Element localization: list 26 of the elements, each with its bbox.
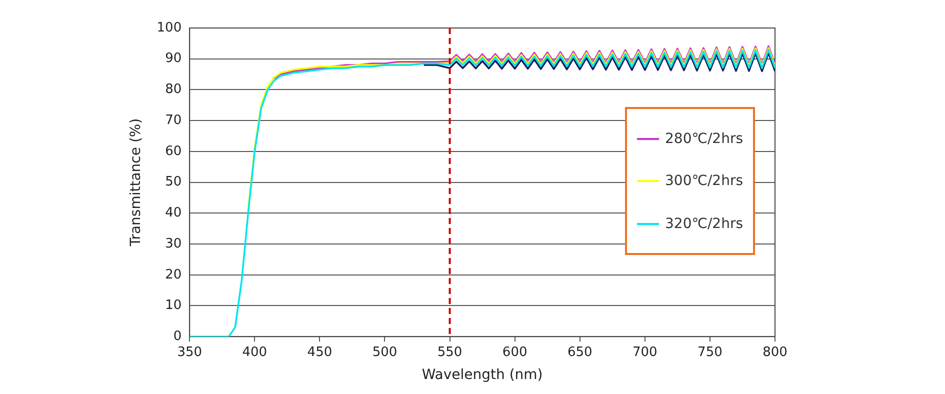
y-tick-label: 10 — [165, 298, 182, 314]
x-tick-label: 800 — [762, 344, 788, 360]
x-tick-label: 750 — [698, 344, 722, 360]
x-tick-label: 650 — [567, 344, 592, 360]
y-tick-label: 40 — [165, 206, 182, 221]
legend-label: 300℃/2hrs — [665, 173, 743, 190]
x-axis-title: Wavelength (nm) — [422, 367, 543, 384]
y-tick-label: 80 — [165, 82, 182, 98]
x-tick-label: 600 — [502, 344, 528, 360]
y-tick-label: 90 — [165, 51, 182, 66]
y-tick-label: 70 — [165, 112, 182, 128]
x-tick-label: 350 — [177, 344, 202, 360]
x-tick-label: 450 — [307, 344, 332, 360]
x-tick-label: 550 — [437, 344, 462, 360]
y-tick-label: 20 — [165, 267, 182, 282]
y-tick-label: 60 — [165, 144, 182, 159]
y-tick-label: 100 — [156, 20, 182, 36]
x-tick-label: 700 — [632, 344, 658, 360]
x-tick-label: 400 — [242, 344, 268, 360]
y-tick-label: 30 — [165, 236, 182, 252]
x-tick-label: 500 — [372, 344, 398, 360]
y-tick-label: 50 — [165, 174, 182, 190]
legend-label: 280℃/2hrs — [665, 130, 743, 147]
legend-label: 320℃/2hrs — [665, 216, 743, 232]
y-axis-title: Transmittance (%) — [128, 118, 144, 248]
y-tick-label: 0 — [173, 328, 182, 344]
